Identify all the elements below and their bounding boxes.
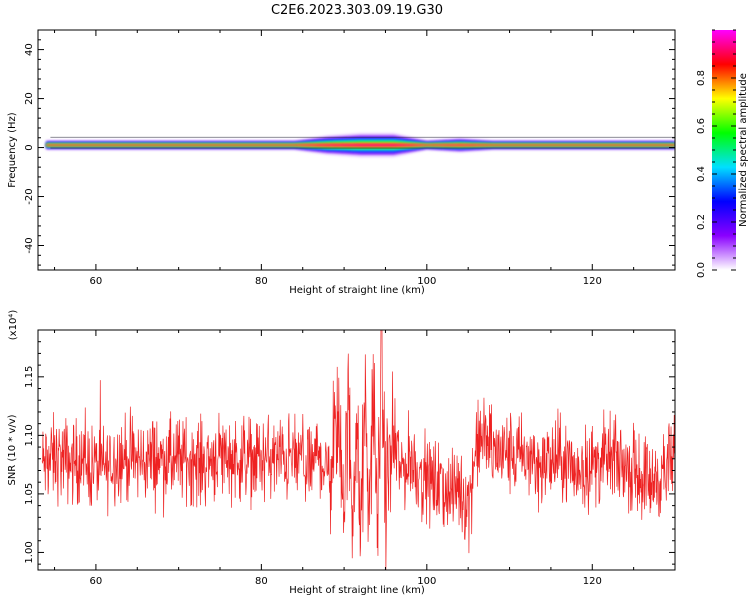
- spectrogram-ytick-label: -40: [24, 237, 35, 253]
- snr-xtick-label: 60: [90, 576, 103, 587]
- colorbar-tick-label: 0.0: [696, 262, 707, 278]
- snr-panel: 60 80 100 120 1.00 1.05 1.10 1.15 Height of str…: [7, 310, 676, 596]
- colorbar-tick-label: 0.6: [696, 118, 707, 134]
- snr-xtick-label: 100: [417, 576, 436, 587]
- spectrogram-xtick-label: 60: [90, 276, 103, 287]
- snr-xtick-label: 80: [255, 576, 268, 587]
- snr-xlabel: Height of straight line (km): [289, 585, 425, 596]
- spectrogram-ticks: 60 80 100 120 -40 -20 0 20 40: [24, 29, 676, 287]
- snr-ytick-label: 1.15: [24, 366, 35, 388]
- snr-scale-label: (x10⁴): [8, 310, 19, 341]
- spectrogram-ytick-label: -20: [24, 188, 35, 204]
- snr-series-line: [41, 330, 675, 570]
- spectrogram-ytick-label: 0: [24, 144, 35, 150]
- spectrogram-panel: 60 80 100 120 -40 -20 0 20 40 Height of straight…: [7, 29, 676, 296]
- spectral-band-level: [46, 144, 675, 146]
- spectrogram-xlabel: Height of straight line (km): [289, 285, 425, 296]
- snr-ylabel: SNR (10 * v/v): [7, 414, 18, 485]
- snr-ticks: 60 80 100 120 1.00 1.05 1.10 1.15: [24, 329, 676, 587]
- snr-xtick-label: 120: [583, 576, 602, 587]
- spectrogram-xtick-label: 120: [583, 276, 602, 287]
- spectrogram-xtick-label: 100: [417, 276, 436, 287]
- snr-frame: [37, 329, 676, 571]
- colorbar: 0.0 0.2 0.4 0.6 0.8 Normalized spectral ampl…: [696, 29, 749, 278]
- snr-ytick-label: 1.10: [24, 424, 35, 446]
- colorbar-tick-label: 0.4: [696, 166, 707, 182]
- spectrogram-frame: [37, 29, 676, 271]
- spectral-band: [46, 132, 675, 158]
- colorbar-ticks: 0.0 0.2 0.4 0.6 0.8: [696, 29, 736, 278]
- spectrogram-xtick-label: 80: [255, 276, 268, 287]
- figure-title: C2E6.2023.303.09.19.G30: [271, 3, 443, 18]
- colorbar-label: Normalized spectral amplitude: [738, 73, 749, 227]
- snr-ytick-label: 1.00: [24, 541, 35, 563]
- snr-ytick-label: 1.05: [24, 483, 35, 505]
- spectrogram-ytick-label: 40: [24, 43, 35, 56]
- spectrogram-ytick-label: 20: [24, 92, 35, 105]
- spectrogram-ylabel: Frequency (Hz): [7, 112, 18, 188]
- colorbar-tick-label: 0.8: [696, 70, 707, 86]
- colorbar-tick-label: 0.2: [696, 214, 707, 230]
- colorbar-gradient-rect: [712, 30, 736, 270]
